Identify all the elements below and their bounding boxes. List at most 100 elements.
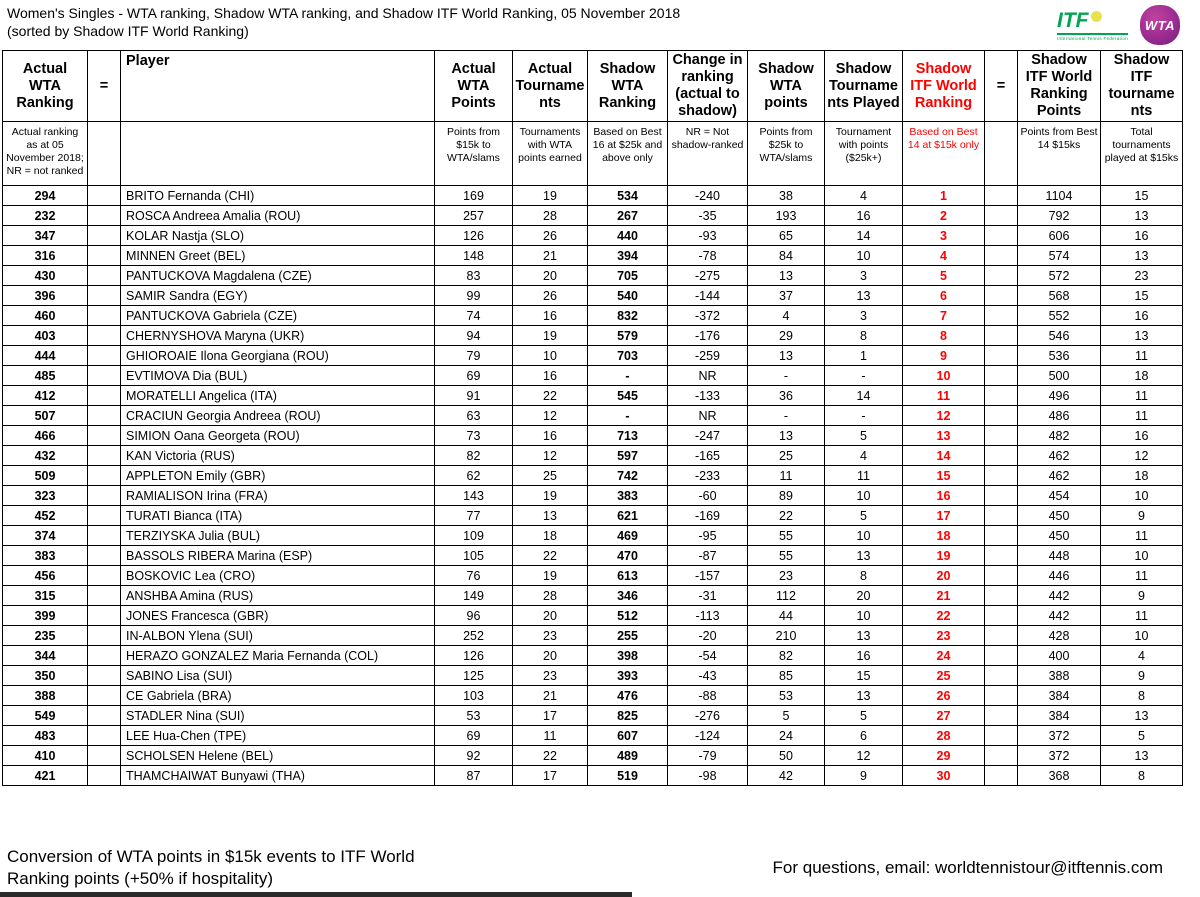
cell-shadow-itf-tournaments: 16 xyxy=(1100,425,1183,447)
cell-change-in-ranking: -275 xyxy=(667,265,748,287)
cell-actual-tournaments: 20 xyxy=(512,605,588,627)
cell-shadow-wta-ranking: 470 xyxy=(587,545,668,567)
column-header-shadow-wta-points: Shadow WTA points xyxy=(747,49,825,123)
itf-logo: ITF International Tennis Federation xyxy=(1056,8,1128,41)
table-row: 430 PANTUCKOVA Magdalena (CZE) 83 20 705 -275… xyxy=(2,265,1183,287)
cell-shadow-itf-tournaments: 13 xyxy=(1100,245,1183,267)
cell-shadow-tournaments-played: 3 xyxy=(824,265,903,287)
cell-shadow-tournaments-played: 12 xyxy=(824,745,903,767)
itf-label: ITF xyxy=(1056,8,1089,32)
cell-shadow-itf-world-ranking: 1 xyxy=(902,185,985,207)
cell-actual-wta-points: 143 xyxy=(434,485,513,507)
cell-actual-wta-points: 109 xyxy=(434,525,513,547)
cell-shadow-tournaments-played: 8 xyxy=(824,325,903,347)
cell-shadow-wta-ranking: 519 xyxy=(587,765,668,787)
cell-shadow-wta-points: 25 xyxy=(747,445,825,467)
cell-shadow-itf-tournaments: 10 xyxy=(1100,485,1183,507)
cell-shadow-wta-ranking: 398 xyxy=(587,645,668,667)
cell-actual-wta-ranking: 460 xyxy=(2,305,88,327)
column-subheader-actual-wta-points: Points from $15k to WTA/slams xyxy=(434,121,513,187)
cell-equals-2 xyxy=(984,685,1018,707)
cell-actual-tournaments: 21 xyxy=(512,685,588,707)
cell-actual-tournaments: 19 xyxy=(512,185,588,207)
cell-actual-wta-ranking: 452 xyxy=(2,505,88,527)
cell-equals-2 xyxy=(984,205,1018,227)
cell-shadow-itf-world-ranking: 15 xyxy=(902,465,985,487)
cell-shadow-itf-world-ranking-points: 1104 xyxy=(1017,185,1101,207)
cell-player: PANTUCKOVA Gabriela (CZE) xyxy=(120,305,435,327)
cell-shadow-itf-world-ranking-points: 462 xyxy=(1017,465,1101,487)
cell-shadow-itf-world-ranking-points: 792 xyxy=(1017,205,1101,227)
page-subtitle: (sorted by Shadow ITF World Ranking) xyxy=(7,22,249,39)
cell-shadow-itf-world-ranking-points: 368 xyxy=(1017,765,1101,787)
column-header-shadow-itf-world-ranking: Shadow ITF World Ranking xyxy=(902,49,985,123)
cell-shadow-wta-points: 55 xyxy=(747,545,825,567)
cell-actual-tournaments: 19 xyxy=(512,325,588,347)
cell-actual-tournaments: 20 xyxy=(512,645,588,667)
cell-shadow-wta-ranking: 393 xyxy=(587,665,668,687)
cell-equals-1 xyxy=(87,305,121,327)
cell-equals-1 xyxy=(87,265,121,287)
cell-shadow-itf-tournaments: 9 xyxy=(1100,665,1183,687)
cell-player: CE Gabriela (BRA) xyxy=(120,685,435,707)
cell-equals-1 xyxy=(87,385,121,407)
cell-shadow-wta-ranking: 267 xyxy=(587,205,668,227)
table-row: 388 CE Gabriela (BRA) 103 21 476 -88 53 13 26 384… xyxy=(2,685,1183,707)
cell-actual-wta-ranking: 403 xyxy=(2,325,88,347)
header-row: Actual WTA Ranking = Player Actual WTA Poin… xyxy=(2,49,1183,123)
cell-shadow-itf-world-ranking: 28 xyxy=(902,725,985,747)
cell-shadow-itf-tournaments: 9 xyxy=(1100,585,1183,607)
cell-actual-wta-ranking: 430 xyxy=(2,265,88,287)
footer-conversion-note: Conversion of WTA points in $15k events … xyxy=(7,847,415,889)
cell-player: BRITO Fernanda (CHI) xyxy=(120,185,435,207)
cell-player: THAMCHAIWAT Bunyawi (THA) xyxy=(120,765,435,787)
cell-shadow-wta-points: 82 xyxy=(747,645,825,667)
cell-actual-wta-points: 126 xyxy=(434,645,513,667)
cell-change-in-ranking: -113 xyxy=(667,605,748,627)
cell-shadow-wta-ranking: 825 xyxy=(587,705,668,727)
cell-shadow-itf-world-ranking-points: 372 xyxy=(1017,725,1101,747)
cell-actual-tournaments: 13 xyxy=(512,505,588,527)
cell-shadow-tournaments-played: 1 xyxy=(824,345,903,367)
cell-player: LEE Hua-Chen (TPE) xyxy=(120,725,435,747)
cell-player: SAMIR Sandra (EGY) xyxy=(120,285,435,307)
cell-shadow-itf-world-ranking-points: 450 xyxy=(1017,525,1101,547)
cell-shadow-itf-world-ranking: 9 xyxy=(902,345,985,367)
cell-shadow-tournaments-played: 10 xyxy=(824,525,903,547)
tennis-ball-icon xyxy=(1091,10,1103,22)
cell-shadow-itf-tournaments: 16 xyxy=(1100,305,1183,327)
cell-shadow-tournaments-played: - xyxy=(824,405,903,427)
cell-actual-wta-ranking: 316 xyxy=(2,245,88,267)
cell-actual-tournaments: 19 xyxy=(512,565,588,587)
table-row: 396 SAMIR Sandra (EGY) 99 26 540 -144 37 13 6 568… xyxy=(2,285,1183,307)
cell-shadow-itf-world-ranking-points: 462 xyxy=(1017,445,1101,467)
cell-actual-wta-points: 69 xyxy=(434,725,513,747)
cell-equals-1 xyxy=(87,685,121,707)
cell-shadow-itf-tournaments: 23 xyxy=(1100,265,1183,287)
cell-shadow-itf-world-ranking: 2 xyxy=(902,205,985,227)
cell-equals-1 xyxy=(87,565,121,587)
cell-change-in-ranking: -88 xyxy=(667,685,748,707)
cell-equals-1 xyxy=(87,405,121,427)
cell-shadow-itf-tournaments: 15 xyxy=(1100,185,1183,207)
cell-actual-wta-ranking: 483 xyxy=(2,725,88,747)
cell-shadow-itf-tournaments: 13 xyxy=(1100,205,1183,227)
cell-actual-tournaments: 10 xyxy=(512,345,588,367)
cell-shadow-itf-world-ranking-points: 384 xyxy=(1017,705,1101,727)
cell-shadow-wta-points: 11 xyxy=(747,465,825,487)
cell-equals-2 xyxy=(984,645,1018,667)
cell-shadow-itf-world-ranking-points: 372 xyxy=(1017,745,1101,767)
cell-equals-2 xyxy=(984,705,1018,727)
cell-actual-wta-ranking: 444 xyxy=(2,345,88,367)
cell-shadow-itf-world-ranking-points: 384 xyxy=(1017,685,1101,707)
cell-actual-wta-points: 74 xyxy=(434,305,513,327)
cell-shadow-itf-world-ranking: 10 xyxy=(902,365,985,387)
cell-actual-wta-ranking: 507 xyxy=(2,405,88,427)
cell-player: SIMION Oana Georgeta (ROU) xyxy=(120,425,435,447)
cell-shadow-tournaments-played: 5 xyxy=(824,705,903,727)
cell-actual-wta-points: 125 xyxy=(434,665,513,687)
cell-actual-wta-ranking: 323 xyxy=(2,485,88,507)
column-header-shadow-itf-world-ranking-points: Shadow ITF World Ranking Points xyxy=(1017,49,1101,123)
cell-player: STADLER Nina (SUI) xyxy=(120,705,435,727)
column-subheader-shadow-wta-points: Points from $25k to WTA/slams xyxy=(747,121,825,187)
